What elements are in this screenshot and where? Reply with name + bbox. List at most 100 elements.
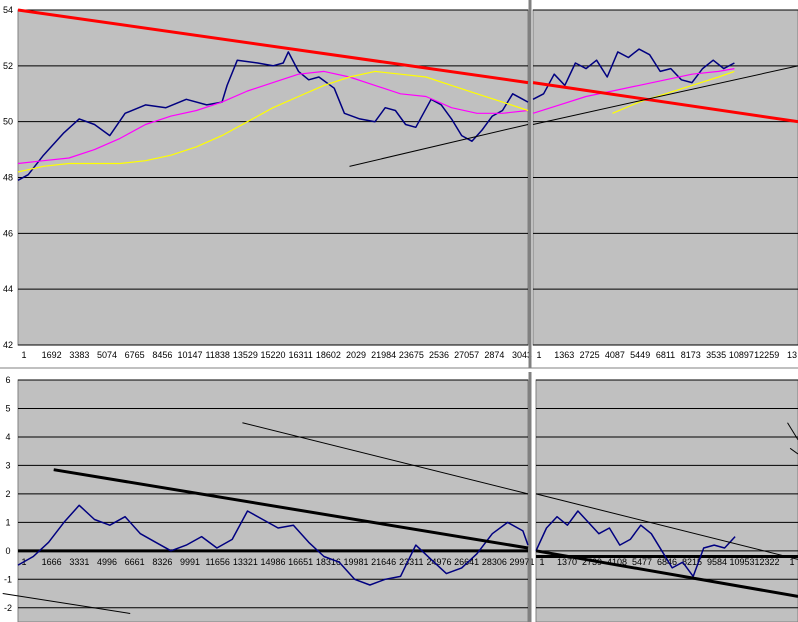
trendline <box>242 422 529 495</box>
x-tick-label: 5449 <box>630 350 650 360</box>
x-tick-label: 24976 <box>426 557 451 567</box>
trendline <box>535 549 798 598</box>
x-tick-label: 3043 <box>512 350 532 360</box>
x-tick-label: 3383 <box>69 350 89 360</box>
x-tick-label: 8326 <box>152 557 172 567</box>
x-tick-label: 18602 <box>316 350 341 360</box>
x-tick-label: 1370 <box>557 557 577 567</box>
x-tick-label: 10953 <box>729 557 754 567</box>
trendline <box>535 493 798 560</box>
panel-bottom-right: 1137027394108547768468215958410953123221 <box>535 379 798 622</box>
y-tick-label: 1 <box>5 517 10 527</box>
x-tick-label: 1666 <box>42 557 62 567</box>
x-tick-label: 28306 <box>482 557 507 567</box>
series-line-price <box>17 51 529 181</box>
x-tick-label: 11656 <box>205 557 229 567</box>
y-tick-label: 44 <box>3 284 13 294</box>
series-line-price <box>532 48 735 100</box>
trendline <box>53 468 529 550</box>
x-tick-label: 5074 <box>97 350 117 360</box>
x-tick-label: 1692 <box>42 350 62 360</box>
series-line-oscillator <box>535 510 736 578</box>
x-tick-label: 11838 <box>205 350 229 360</box>
y-tick-label: 6 <box>5 375 10 385</box>
x-tick-label: 8215 <box>682 557 702 567</box>
trendline <box>787 422 798 441</box>
x-tick-label: 19981 <box>343 557 368 567</box>
x-tick-label: 6846 <box>657 557 677 567</box>
x-tick-label: 14986 <box>260 557 285 567</box>
y-tick-label: 3 <box>5 460 10 470</box>
x-tick-label: 29971 <box>509 557 534 567</box>
x-tick-label: 12259 <box>754 350 779 360</box>
x-tick-label: 21984 <box>371 350 396 360</box>
x-tick-label: 23675 <box>399 350 424 360</box>
series-line-ma-long <box>612 70 735 114</box>
trendline <box>789 447 798 455</box>
x-tick-label: 3535 <box>706 350 726 360</box>
x-tick-label: 23311 <box>399 557 423 567</box>
y-tick-label: 4 <box>5 432 10 442</box>
x-tick-label: 15220 <box>260 350 285 360</box>
trendline <box>2 593 131 614</box>
x-tick-label: 13529 <box>233 350 258 360</box>
series-line-ma-short <box>532 68 735 114</box>
trendline <box>532 81 798 124</box>
panel-top-right: 1 1363 2725 4087 5449 6811 8173 3535 10897 12259 1… <box>532 9 798 360</box>
x-tick-label: 13 <box>787 350 797 360</box>
x-tick-label: 27057 <box>454 350 479 360</box>
x-tick-label: 4108 <box>607 557 627 567</box>
x-tick-label: 6661 <box>125 557 145 567</box>
x-tick-label: 2029 <box>346 350 366 360</box>
x-tick-label: 2536 <box>429 350 449 360</box>
x-tick-label: 8456 <box>152 350 172 360</box>
panel-top-left: 42 44 46 48 50 52 54 1 1692 3383 5074 6765 8456 10147… <box>3 5 532 360</box>
trendline <box>17 8 529 85</box>
plot-area <box>535 379 798 622</box>
x-tick-label: 21646 <box>371 557 396 567</box>
series-line-ma-short <box>17 70 529 165</box>
plot-area <box>17 379 529 622</box>
y-tick-label: 52 <box>3 61 13 71</box>
y-tick-label: 2 <box>5 489 10 499</box>
series-line-oscillator <box>17 504 529 586</box>
y-tick-label: 54 <box>3 5 13 15</box>
trendline <box>349 123 529 167</box>
y-tick-label: 50 <box>3 117 13 127</box>
x-tick-label: 13321 <box>233 557 258 567</box>
y-tick-label: 5 <box>5 403 10 413</box>
x-tick-label: 2725 <box>580 350 600 360</box>
x-tick-label: 1 <box>21 350 26 360</box>
x-tick-label: 4087 <box>605 350 625 360</box>
x-tick-label: 16651 <box>288 557 313 567</box>
y-tick-label: 0 <box>5 546 10 556</box>
x-tick-label: 10147 <box>177 350 202 360</box>
x-tick-label: 4996 <box>97 557 117 567</box>
x-tick-label: 18316 <box>316 557 341 567</box>
x-tick-label: 16311 <box>288 350 312 360</box>
y-tick-label: 48 <box>3 173 13 183</box>
x-tick-label: 10897 <box>729 350 754 360</box>
x-tick-label: 1363 <box>554 350 574 360</box>
x-tick-label: 5477 <box>632 557 652 567</box>
trendline <box>532 65 798 125</box>
x-tick-label: 1 <box>536 350 541 360</box>
x-tick-label: 2874 <box>484 350 504 360</box>
series-line-ma-long <box>17 70 529 173</box>
y-tick-label: -2 <box>4 603 12 613</box>
x-tick-label: 3331 <box>69 557 89 567</box>
x-tick-label: 1 <box>789 557 794 567</box>
y-tick-label: 42 <box>3 340 13 350</box>
x-tick-label: 9584 <box>707 557 727 567</box>
x-tick-label: 6811 <box>656 350 675 360</box>
x-tick-label: 1 <box>539 557 544 567</box>
x-tick-label: 8173 <box>681 350 701 360</box>
x-tick-label: 6765 <box>125 350 145 360</box>
y-tick-label: 46 <box>3 228 13 238</box>
x-tick-label: 26641 <box>454 557 479 567</box>
x-tick-label: 12322 <box>754 557 779 567</box>
x-tick-label: 9991 <box>180 557 200 567</box>
y-tick-label: -1 <box>4 574 12 584</box>
